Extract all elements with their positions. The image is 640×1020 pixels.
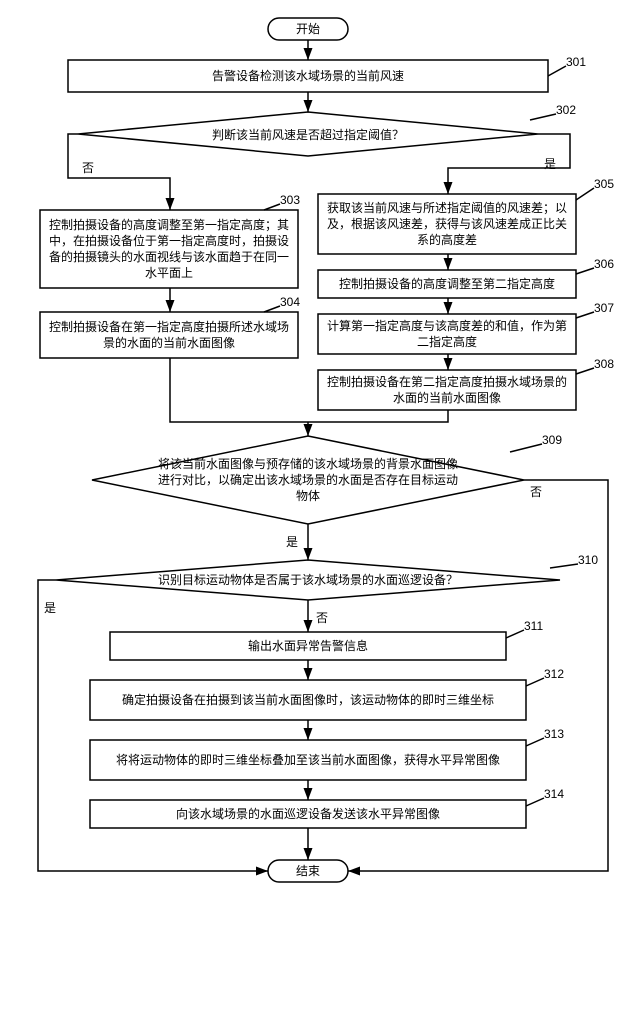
num-314: 314 [544,787,564,801]
node-312-text: 确定拍摄设备在拍摄到该当前水面图像时，该运动物体的即时三维坐标 [90,680,526,720]
num-309: 309 [542,433,562,447]
flowchart: 开始 告警设备检测该水域场景的当前风速 301 判断该当前风速是否超过指定阈值？… [10,10,640,1010]
num-306: 306 [594,257,614,271]
node-311-text: 输出水面异常告警信息 [110,632,506,660]
node-305-text: 获取该当前风速与所述指定阈值的风速差；以及，根据该风速差，获得与该风速差成正比关… [318,194,576,254]
label-309-no: 否 [530,485,542,499]
node-307-text: 计算第一指定高度与该高度差的和值，作为第二指定高度 [318,314,576,354]
label-no: 否 [82,161,94,175]
node-306-text: 控制拍摄设备的高度调整至第二指定高度 [318,270,576,298]
node-309-text: 将该当前水面图像与预存储的该水域场景的背景水面图像进行对比，以确定出该水域场景的… [150,448,466,512]
start-label: 开始 [268,18,348,40]
num-308: 308 [594,357,614,371]
node-301-text: 告警设备检测该水域场景的当前风速 [68,60,548,92]
num-312: 312 [544,667,564,681]
node-308-text: 控制拍摄设备在第二指定高度拍摄水域场景的水面的当前水面图像 [318,370,576,410]
num-311: 311 [524,619,543,633]
node-304-text: 控制拍摄设备在第一指定高度拍摄所述水域场景的水面的当前水面图像 [40,312,298,358]
num-304: 304 [280,295,300,309]
label-yes: 是 [544,157,556,171]
node-313-text: 将将运动物体的即时三维坐标叠加至该当前水面图像，获得水平异常图像 [90,740,526,780]
num-310: 310 [578,553,598,567]
num-307: 307 [594,301,614,315]
label-310-no: 否 [316,611,328,625]
num-301: 301 [566,55,586,69]
node-302-text: 判断该当前风速是否超过指定阈值？ [128,118,488,152]
num-302: 302 [556,103,576,117]
num-313: 313 [544,727,564,741]
label-310-yes: 是 [44,601,56,615]
node-310-text: 识别目标运动物体是否属于该水域场景的水面巡逻设备？ [108,566,508,594]
label-309-yes: 是 [286,535,298,549]
end-label: 结束 [268,860,348,882]
num-305: 305 [594,177,614,191]
node-303-text: 控制拍摄设备的高度调整至第一指定高度；其中，在拍摄设备位于第一指定高度时，拍摄设… [40,210,298,288]
node-314-text: 向该水域场景的水面巡逻设备发送该水平异常图像 [90,800,526,828]
num-303: 303 [280,193,300,207]
